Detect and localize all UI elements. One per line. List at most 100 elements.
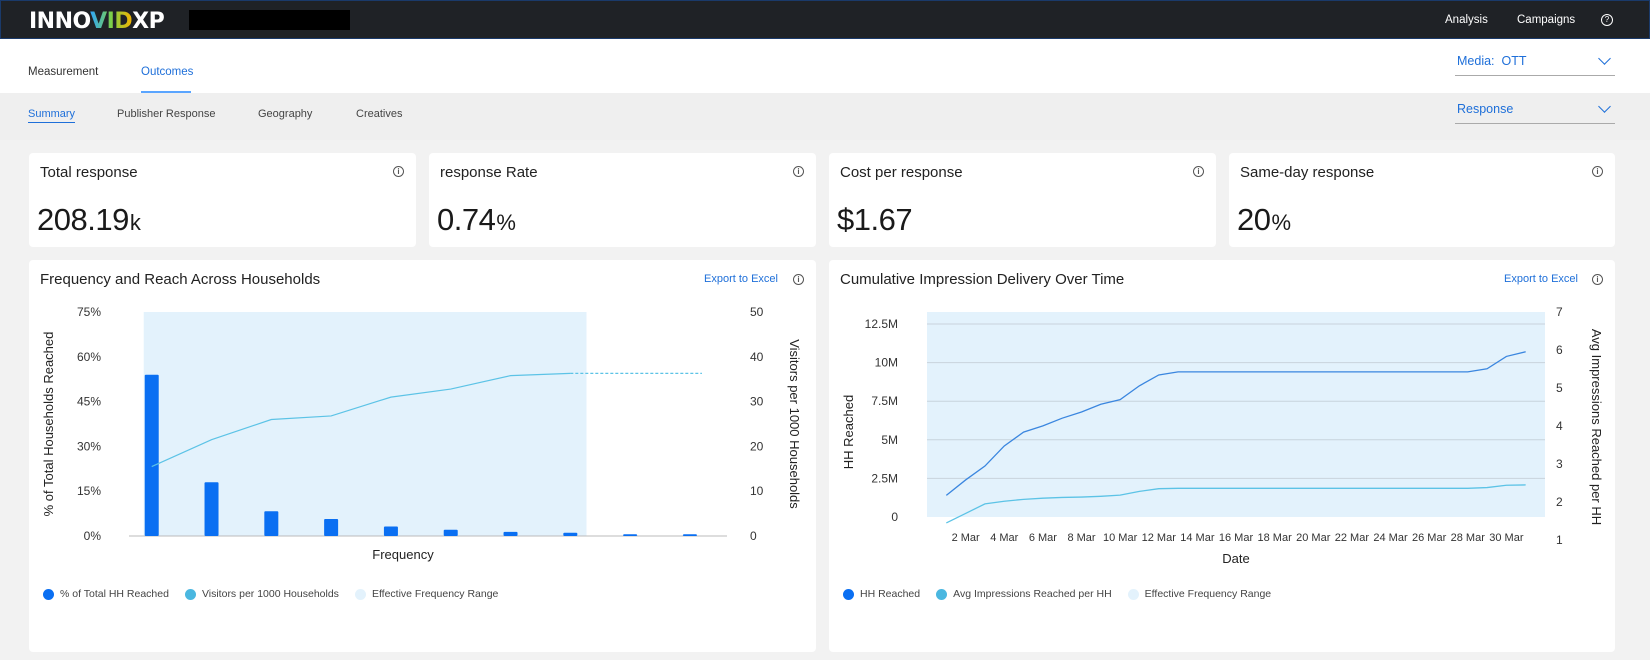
info-icon[interactable]: i — [1592, 274, 1603, 285]
x-tick-label: 12 Mar — [1142, 532, 1177, 544]
y2-tick-label: 30 — [750, 395, 764, 409]
y2-tick-label: 3 — [1556, 457, 1563, 471]
bar — [443, 529, 458, 536]
y2-tick-label: 10 — [750, 484, 764, 498]
kpi-value: $1.67 — [837, 202, 913, 238]
y2-axis-title: Visitors per 1000 Households — [787, 339, 802, 509]
media-select[interactable]: Media: OTT — [1455, 46, 1615, 76]
hh-reached-line — [945, 351, 1526, 496]
bar — [204, 482, 219, 536]
y-tick-label: 2.5M — [871, 471, 898, 485]
subtab-publisher-response[interactable]: Publisher Response — [117, 108, 216, 120]
x-tick-label: 28 Mar — [1451, 532, 1486, 544]
chart-legend: % of Total HH Reached Visitors per 1000 … — [43, 588, 514, 600]
nav-analysis[interactable]: Analysis — [1445, 14, 1488, 26]
legend-label: Avg Impressions Reached per HH — [953, 588, 1112, 600]
legend-swatch — [184, 588, 196, 600]
y2-tick-label: 4 — [1556, 419, 1563, 433]
y-tick-label: 0 — [891, 510, 898, 524]
logo-text-right: XP — [132, 9, 165, 34]
kpi-number: $1.67 — [837, 202, 913, 237]
y-tick-label: 7.5M — [871, 394, 898, 408]
kpi-card-same-day-response: Same-day response i 20% — [1229, 153, 1615, 247]
logo-text-left: INNO — [29, 9, 91, 34]
metric-select[interactable]: Response — [1455, 94, 1615, 124]
y2-tick-label: 0 — [750, 529, 757, 543]
bar — [264, 511, 279, 536]
secondary-tab-bar: Summary Publisher Response Geography Cre… — [0, 93, 1650, 140]
legend-item[interactable]: Effective Frequency Range — [354, 588, 498, 600]
subtab-creatives[interactable]: Creatives — [356, 108, 403, 120]
legend-label: % of Total HH Reached — [60, 588, 169, 600]
kpi-number: 208.19 — [37, 202, 129, 237]
chevron-down-icon — [1598, 100, 1611, 113]
tab-outcomes[interactable]: Outcomes — [141, 66, 194, 78]
subtab-summary[interactable]: Summary — [28, 108, 76, 123]
y2-tick-label: 2 — [1556, 495, 1563, 509]
y-axis-title: HH Reached — [841, 395, 856, 469]
info-icon[interactable]: i — [1193, 166, 1204, 177]
bar — [623, 534, 638, 536]
info-icon[interactable]: i — [793, 166, 804, 177]
x-tick-label: 26 Mar — [1412, 532, 1447, 544]
bar — [563, 532, 578, 536]
kpi-title: Same-day response — [1240, 164, 1375, 181]
y2-tick-label: 50 — [750, 305, 764, 319]
nav-campaigns[interactable]: Campaigns — [1517, 14, 1576, 26]
x-tick-label: 24 Mar — [1373, 532, 1408, 544]
chevron-down-icon — [1598, 52, 1611, 65]
y2-tick-label: 6 — [1556, 343, 1563, 357]
legend-item[interactable]: HH Reached — [843, 588, 920, 600]
export-to-excel-link[interactable]: Export to Excel — [1504, 273, 1578, 285]
y-tick-label: 12.5M — [865, 317, 898, 331]
legend-item[interactable]: Visitors per 1000 Households — [184, 588, 339, 600]
chart-title: Cumulative Impression Delivery Over Time — [840, 271, 1125, 288]
innovid-xp-logo[interactable]: INNOVIDXP — [29, 9, 165, 34]
legend-label: HH Reached — [860, 588, 921, 600]
kpi-title: response Rate — [440, 164, 538, 181]
info-icon[interactable]: i — [1592, 166, 1603, 177]
help-icon[interactable]: ? — [1601, 14, 1613, 26]
kpi-number: 0.74 — [437, 202, 496, 237]
info-icon[interactable]: i — [393, 166, 404, 177]
legend-item[interactable]: % of Total HH Reached — [43, 588, 169, 600]
y2-tick-label: 1 — [1556, 533, 1563, 547]
kpi-value: 208.19k — [37, 202, 141, 238]
x-tick-label: 16 Mar — [1219, 532, 1254, 544]
chart-card-frequency-reach: Frequency and Reach Across Households Ex… — [29, 260, 816, 652]
logo-text-vid: VID — [90, 9, 133, 34]
y-tick-label: 0% — [84, 529, 102, 543]
legend-item[interactable]: Avg Impressions Reached per HH — [936, 588, 1112, 600]
x-tick-label: 2 Mar — [952, 532, 980, 544]
subtab-geography[interactable]: Geography — [258, 108, 313, 120]
tab-measurement[interactable]: Measurement — [28, 66, 99, 78]
x-tick-label: 18 Mar — [1258, 532, 1293, 544]
export-to-excel-link[interactable]: Export to Excel — [704, 273, 778, 285]
legend-label: Visitors per 1000 Households — [201, 588, 339, 600]
y-tick-label: 15% — [77, 484, 101, 498]
x-tick-label: 14 Mar — [1180, 532, 1215, 544]
info-icon[interactable]: i — [793, 274, 804, 285]
x-axis-title: Date — [1222, 551, 1249, 566]
kpi-value: 20% — [1237, 202, 1291, 238]
kpi-unit: k — [129, 210, 141, 235]
y-tick-label: 60% — [77, 350, 101, 364]
redacted-account-name — [189, 10, 350, 30]
visitors-line — [151, 372, 571, 468]
legend-swatch — [1127, 588, 1139, 600]
y-tick-label: 10M — [875, 356, 898, 370]
y2-tick-label: 7 — [1556, 305, 1563, 319]
legend-swatch — [936, 588, 948, 600]
y-axis-title: % of Total Households Reached — [41, 332, 56, 517]
metric-select-value: Response — [1457, 102, 1514, 116]
x-axis-title: Frequency — [372, 547, 434, 562]
legend-item[interactable]: Effective Frequency Range — [1127, 588, 1271, 600]
bar — [144, 374, 159, 536]
bar — [682, 534, 697, 536]
x-tick-label: 8 Mar — [1067, 532, 1095, 544]
x-tick-label: 22 Mar — [1335, 532, 1370, 544]
x-tick-label: 6 Mar — [1029, 532, 1057, 544]
chart-title: Frequency and Reach Across Households — [40, 271, 321, 288]
x-tick-label: 20 Mar — [1296, 532, 1331, 544]
y2-axis-title: Avg Impressions Reached per HH — [1589, 329, 1604, 525]
